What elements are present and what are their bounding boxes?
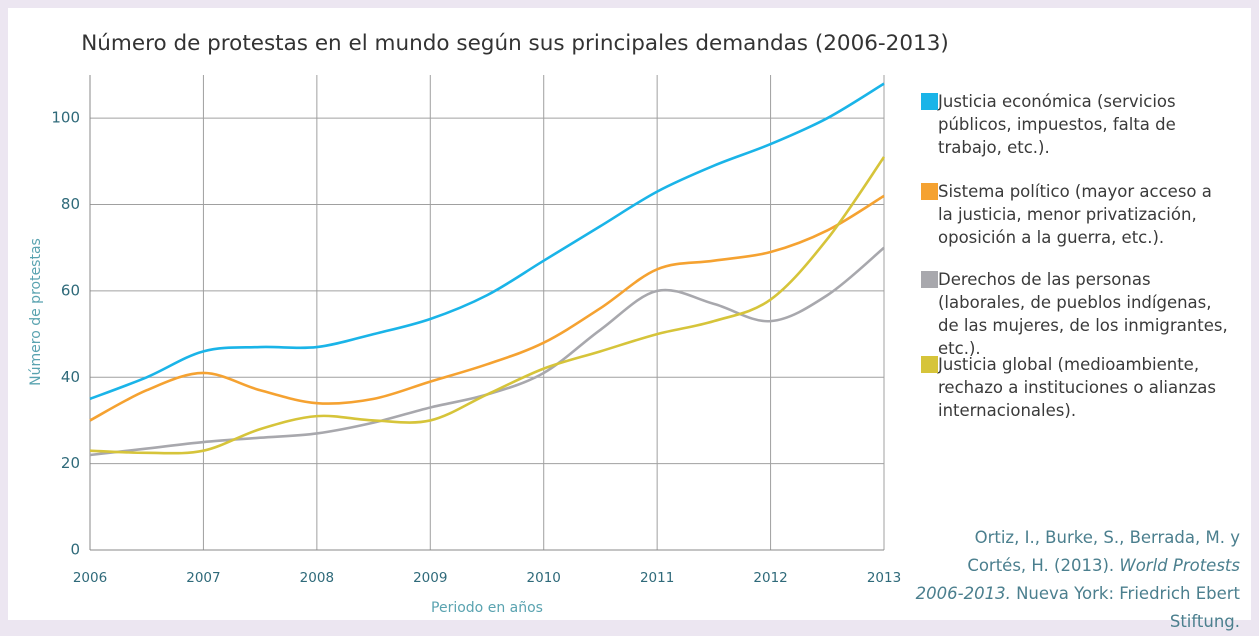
source-text: Ortiz, I., Burke, S., Berrada, M. y Cort… [967, 528, 1240, 575]
legend-entry: Derechos de las personas (laborales, de … [921, 268, 1228, 360]
legend-swatch [921, 93, 938, 110]
legend-label: Justicia global (medioambiente, rechazo … [938, 355, 1216, 420]
x-axis-label: Periodo en años [431, 600, 543, 616]
source: Ortiz, I., Burke, S., Berrada, M. y Cort… [915, 524, 1240, 636]
x-tick-label: 2007 [186, 570, 220, 586]
x-tick-label: 2013 [867, 570, 901, 586]
y-tick-label: 0 [70, 541, 80, 559]
chart-title: Número de protestas en el mundo según su… [81, 31, 949, 56]
x-tick-label: 2010 [527, 570, 561, 586]
x-tick-label: 2008 [300, 570, 334, 586]
y-tick-label: 60 [61, 281, 80, 299]
legend-swatch [921, 183, 938, 200]
series-line [89, 156, 886, 455]
x-tick-label: 2009 [413, 570, 447, 586]
legend-entry: Justicia global (medioambiente, rechazo … [921, 353, 1228, 422]
legend-label: Derechos de las personas (laborales, de … [938, 270, 1228, 358]
y-tick-label: 80 [61, 195, 80, 213]
legend-label: Justicia económica (servicios públicos, … [938, 92, 1176, 157]
legend-swatch [921, 356, 938, 373]
series-line [89, 82, 885, 401]
source-text: Nueva York: Friedrich Ebert Stiftung. [1010, 584, 1240, 631]
panel [8, 8, 1251, 620]
y-tick-label: 40 [61, 368, 80, 386]
legend-swatch [921, 271, 938, 288]
legend-entry: Justicia económica (servicios públicos, … [921, 90, 1228, 159]
x-tick-label: 2012 [753, 570, 787, 586]
legend-entry: Sistema político (mayor acceso a la just… [921, 180, 1228, 249]
y-tick-label: 20 [61, 454, 80, 472]
x-tick-label: 2006 [73, 570, 107, 586]
source-title: World Protests 2006-2013. [915, 556, 1240, 603]
series-line [89, 194, 885, 422]
y-axis-label: Número de protestas [28, 238, 44, 386]
y-tick-label: 100 [51, 109, 80, 127]
x-tick-label: 2011 [640, 570, 674, 586]
legend-label: Sistema político (mayor acceso a la just… [938, 182, 1212, 247]
